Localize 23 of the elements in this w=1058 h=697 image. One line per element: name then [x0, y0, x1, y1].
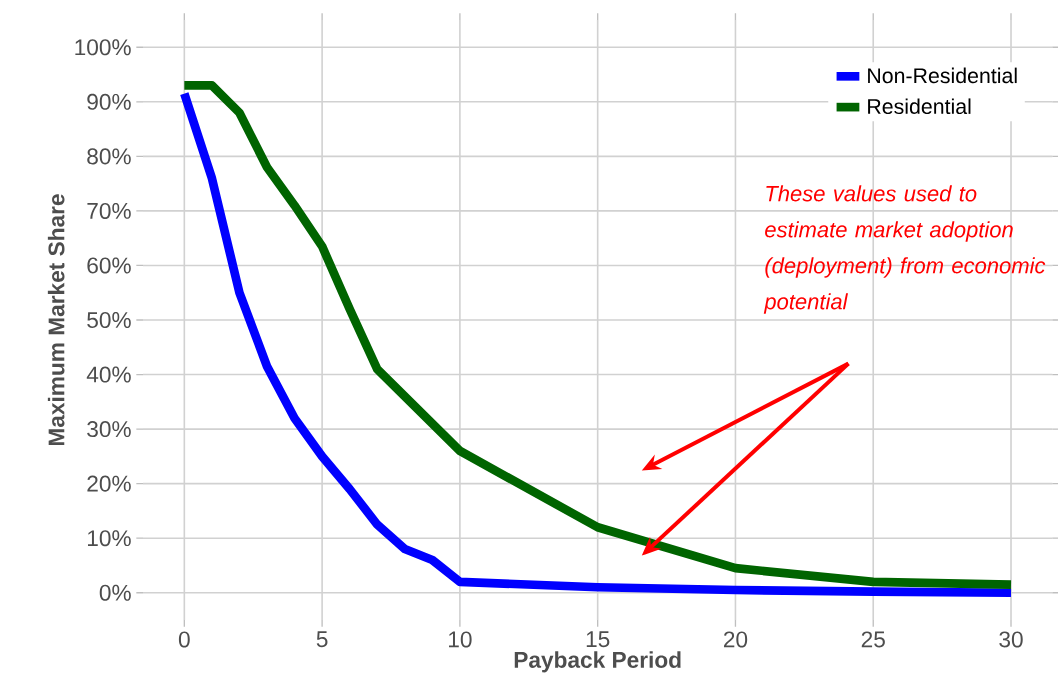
y-tick-label: 20%: [87, 475, 131, 492]
legend-label: Non-Residential: [868, 67, 1017, 84]
x-tick-label: 25: [861, 631, 885, 648]
x-tick-label: 15: [586, 631, 610, 648]
legend-label: Residential: [868, 98, 971, 115]
y-tick-label: 90%: [87, 93, 131, 110]
y-tick-label: 70%: [87, 202, 131, 219]
annotation: These values used to estimate market adoption (deployment) from economic potential: [763, 185, 1046, 314]
x-tick-label: 30: [999, 631, 1023, 648]
y-tick-label: 30%: [87, 421, 131, 438]
y-axis-title: Maximum Market Share: [47, 194, 65, 446]
x-tick-label: 20: [723, 631, 748, 648]
y-tick-label: 50%: [87, 311, 131, 329]
y-tick-label: 40%: [86, 366, 131, 383]
y-tick-label: 60%: [87, 257, 131, 274]
y-tick-label: 10%: [87, 530, 131, 547]
y-tick-label: 100%: [75, 39, 131, 56]
x-tick-label: 5: [316, 631, 328, 648]
x-axis-title: Payback Period: [514, 651, 681, 673]
x-tick-label: 10: [449, 631, 472, 648]
y-tick-label: 80%: [87, 148, 131, 165]
x-tick-label: 0: [178, 631, 190, 648]
y-tick-label: 0%: [99, 584, 131, 601]
